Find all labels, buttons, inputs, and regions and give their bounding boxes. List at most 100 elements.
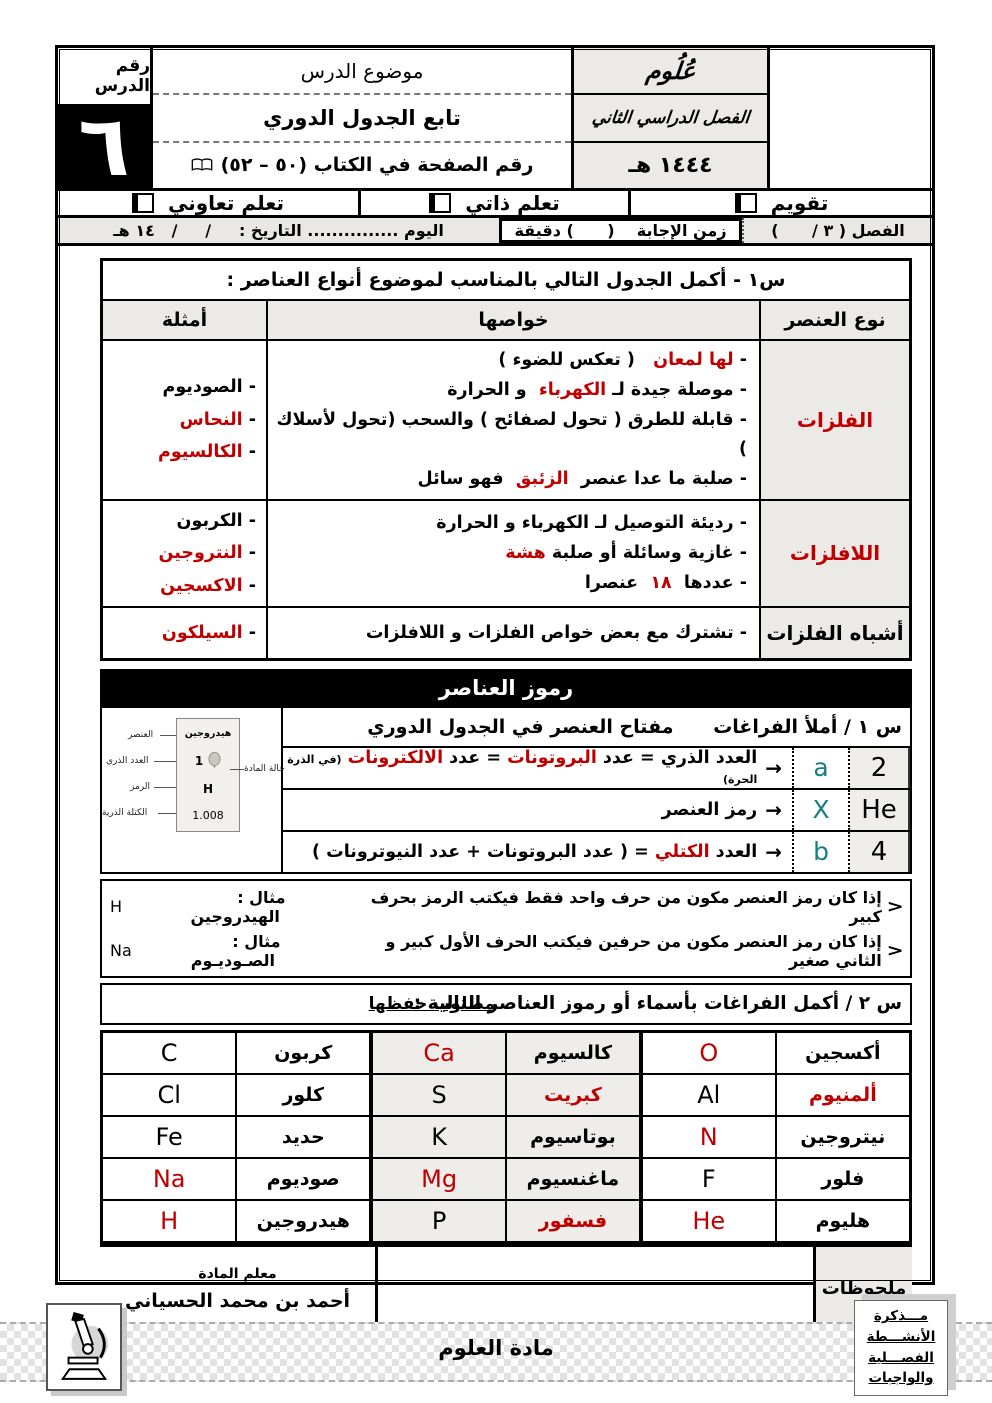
key-row-mass-number: 4 b → العدد الكتلي = ( عدد البروتونات + …: [283, 831, 910, 872]
header-empty-cell: [770, 48, 932, 188]
label-state: حالة المادة: [244, 763, 285, 774]
element-symbols-section: رموز العناصر س ١ / أملأ الفراغات مفتاح ا…: [100, 668, 912, 1244]
property-line: - عددها ١٨ عنصرا: [274, 569, 747, 599]
text-segment: - الصوديوم: [162, 377, 257, 398]
rule-text: إذا كان رمز العنصر مكون من حرف واحد فقط …: [370, 887, 882, 926]
element-name-cell: حديد: [235, 1114, 373, 1159]
example-line: - النتروجين: [113, 537, 256, 569]
chevron-bullet-icon: <: [886, 896, 904, 917]
key-definition: العدد الذري = عدد البروتونات = عدد الالك…: [287, 748, 757, 788]
answer-time-field: زمن الإجابة ( ) دقيقة: [499, 218, 742, 243]
lesson-number-label: رقم الدرس: [94, 56, 150, 96]
key-row-symbol: He X → رمز العنصر: [283, 789, 910, 832]
stamp-line: والواجبات: [868, 1370, 934, 1387]
q1-row-nonmetals-type: اللافلزات: [759, 498, 909, 606]
bottom-checkered-band: [0, 1322, 992, 1382]
text-segment: أشباه الفلزات: [766, 620, 904, 645]
mode-assessment: تقويم: [628, 191, 932, 215]
diagram-atomic-mass: 1.008: [192, 808, 224, 822]
text-segment: - موصلة جيدة لـ: [606, 379, 747, 400]
symbols-banner: رموز العناصر: [100, 668, 912, 708]
element-row: نيتروجين N بوتاسيوم K حديد Fe: [100, 1114, 912, 1159]
content-area: س١ - أكمل الجدول التالي بالمناسب لموضوع …: [58, 246, 932, 1331]
assessment-checkbox[interactable]: [734, 193, 757, 213]
element-symbol-cell: C: [100, 1030, 238, 1075]
example-line: - الاكسجين: [113, 570, 256, 602]
rule-example-symbol: H: [110, 897, 123, 917]
meta-row: الفصل ( ٣ / ) زمن الإجابة ( ) دقيقة اليو…: [58, 218, 932, 246]
element-name-cell: ألمنيوم: [774, 1072, 912, 1117]
q1-col-type: نوع العنصر: [759, 301, 909, 339]
element-row: فلور F ماغنسيوم Mg صوديوم Na: [100, 1156, 912, 1201]
header-term-column: عُلُوم الفصل الدراسي الثاني ١٤٤٤ هـ: [574, 48, 770, 188]
q1-title: س١ - أكمل الجدول التالي بالمناسب لموضوع …: [103, 261, 909, 301]
text-segment: الفلزات: [796, 407, 874, 432]
state-balloon-icon: [208, 751, 221, 769]
text-segment: = عدد: [443, 747, 508, 768]
microscope-logo-icon: [60, 1311, 109, 1380]
rule-text: إذا كان رمز العنصر مكون من حرفين فيكتب ا…: [385, 931, 882, 970]
page-reference: رقم الصفحة في الكتاب (٥٠ – ٥٢): [220, 154, 534, 177]
text-segment: - صلبة ما عدا عنصر: [568, 469, 747, 489]
hydrogen-key-card: هيدروجين 1 H 1.008: [176, 717, 240, 832]
q1-col-props: خواصها: [266, 301, 759, 339]
text-segment: العدد: [709, 841, 758, 862]
symbol-rules-box: < إذا كان رمز العنصر مكون من حرف واحد فق…: [100, 878, 912, 978]
q1-elements-types-table: س١ - أكمل الجدول التالي بالمناسب لموضوع …: [100, 258, 912, 661]
elements-tbody: أكسجين O كالسيوم Ca كربون C ألمنيوم Al كبريت S كلو…: [100, 1030, 912, 1244]
arrow-icon: →: [765, 839, 782, 864]
subject-band-title: مادة العلوم: [438, 1336, 554, 1360]
text-segment: -: [242, 543, 256, 564]
element-name-cell: صوديوم: [235, 1156, 373, 1201]
text-segment: و الحرارة: [447, 379, 539, 400]
q1-row-metalloids-examples: - السيلكون: [103, 605, 266, 658]
teacher-name: أحمد بن محمد الحسياني: [124, 1289, 351, 1312]
cooperative-checkbox[interactable]: [131, 193, 154, 213]
text-segment: رمز العنصر: [661, 799, 758, 820]
subject-calligraphy: عُلُوم: [644, 56, 697, 85]
q1-row-nonmetals-examples: - الكربون - النتروجين - الاكسجين: [103, 498, 266, 606]
mode-assessment-label: تقويم: [770, 191, 829, 215]
text-segment: -: [242, 575, 256, 596]
text-segment: = ( عدد البروتونات + عدد النيوترونات ): [312, 841, 655, 862]
learning-modes-row: تقويم تعلم ذاتي تعلم تعاوني: [58, 188, 932, 218]
property-line: - تشترك مع بعض خواص الفلزات و اللافلزات: [274, 619, 747, 649]
text-segment: الكهرباء: [538, 379, 607, 400]
q1-row-metals-type: الفلزات: [759, 339, 909, 499]
element-row: ألمنيوم Al كبريت S كلور Cl: [100, 1072, 912, 1117]
key-text-symbol: → رمز العنصر: [283, 790, 792, 830]
text-segment: الالكترونات: [347, 747, 444, 768]
header-topic-column: موضوع الدرس تابع الجدول الدوري رقم الصفح…: [150, 48, 574, 188]
element-name-cell: كلور: [235, 1072, 373, 1117]
element-name-cell: نيتروجين: [774, 1114, 912, 1159]
element-name-cell: كالسيوم: [505, 1030, 642, 1075]
example-line: - الصوديوم: [113, 371, 257, 403]
element-name-cell: فسفور: [505, 1198, 642, 1244]
text-segment: الاكسجين: [160, 575, 243, 596]
element-name-cell: هيدروجين: [235, 1198, 373, 1244]
text-segment: - تشترك مع بعض خواص الفلزات و اللافلزات: [365, 622, 747, 643]
sheet-footer: ملحوظات معلم المادة أحمد بن محمد الحسيان…: [100, 1243, 912, 1331]
symbols-body: س ١ / أملأ الفراغات مفتاح العنصر في الجد…: [100, 707, 912, 874]
rule-example: مثال : الصـوديـوم: [190, 931, 281, 970]
text-segment: - غازية وسائلة أو صلبة: [545, 542, 747, 563]
text-segment: البروتونات: [507, 747, 597, 768]
element-symbol-cell: Na: [100, 1156, 238, 1201]
header: عُلُوم الفصل الدراسي الثاني ١٤٤٤ هـ موضو…: [58, 48, 932, 188]
element-name-cell: فلور: [774, 1156, 912, 1201]
q1-row-metals-examples: - الصوديوم - النحاس - الكالسيوم: [103, 339, 266, 499]
header-lesson-number-column: رقم الدرس ٦: [58, 48, 150, 188]
text-segment: - الكربون: [176, 510, 256, 531]
property-line: - رديئة التوصيل لـ الكهرباء و الحرارة: [274, 509, 747, 539]
key-value-symbol: He: [850, 789, 910, 830]
text-segment: هشة: [505, 542, 546, 563]
mode-self-learning: تعلم ذاتي: [358, 191, 628, 215]
key-value-atomic: 2: [850, 747, 910, 788]
text-segment: العدد الذري = عدد: [596, 747, 758, 768]
self-learning-checkbox[interactable]: [429, 193, 452, 213]
example-line: - الكربون: [113, 505, 256, 537]
text-segment: السيلكون: [161, 622, 243, 643]
example-line: - النحاس: [113, 404, 256, 436]
element-symbol-cell: P: [369, 1198, 508, 1244]
